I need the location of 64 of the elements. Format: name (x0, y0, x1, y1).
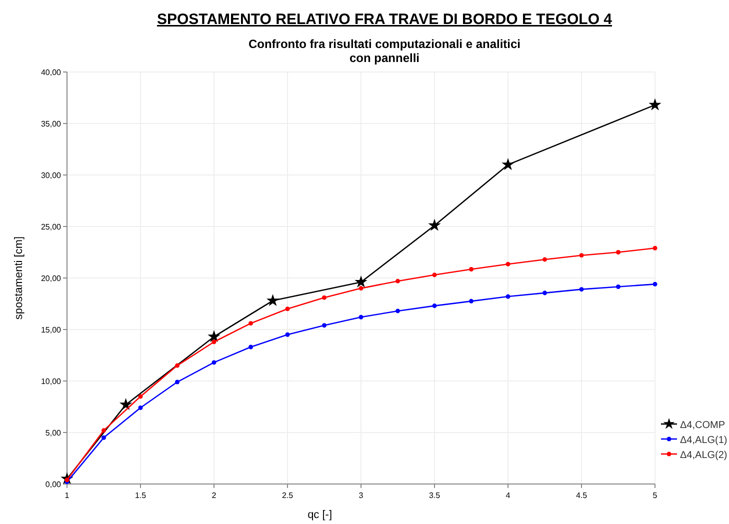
point (542, 257, 548, 262)
point (266, 294, 280, 306)
x-tick-label: 4.5 (576, 491, 588, 500)
y-tick-label: 5,00 (45, 428, 62, 438)
y-axis-title: spostamenti [cm] (13, 236, 25, 320)
y-tick-label: 35,00 (40, 120, 62, 128)
x-tick-label: 1.5 (134, 491, 147, 500)
x-tick-label: 3.5 (428, 491, 441, 500)
point (119, 398, 132, 410)
point (395, 308, 400, 314)
point (502, 158, 514, 170)
y-tick-label: 30,00 (40, 171, 62, 180)
legend-label: Δ4,ALG(1) (680, 435, 728, 446)
legend-label: Δ4,ALG(2) (680, 450, 728, 461)
point (174, 380, 180, 384)
point (208, 330, 220, 342)
x-tick-label: 5 (652, 491, 658, 500)
chart-subtitle: Confronto fra risultati computazionali e analitici con pannelli (248, 37, 521, 65)
point (358, 286, 364, 291)
y-tick-label: 15,00 (40, 326, 62, 334)
x-tick-label: 2.5 (282, 491, 294, 500)
point (285, 332, 290, 337)
point (506, 262, 510, 266)
y-tick-label: 10,00 (40, 377, 62, 386)
x-tick-label: 2 (212, 491, 217, 500)
point (432, 304, 437, 308)
y-tick-label: 0,00 (45, 480, 62, 489)
point (248, 321, 254, 326)
point (354, 275, 368, 288)
legend-label: Δ4,COMP (680, 420, 726, 431)
point (358, 314, 364, 320)
point (468, 266, 474, 272)
point (101, 428, 106, 433)
point (174, 363, 180, 368)
point (322, 323, 327, 328)
x-axis-title: qc [-] (308, 509, 332, 521)
point (432, 272, 437, 278)
point (138, 394, 143, 399)
point (579, 287, 584, 292)
point (212, 340, 216, 344)
point (248, 344, 254, 350)
x-tick-label: 3 (358, 491, 364, 500)
y-tick-label: 40,00 (40, 68, 62, 77)
point (542, 290, 548, 296)
chart-title: SPOSTAMENTO RELATIVO FRA TRAVE DI BORDO E TEGOLO 4 (156, 11, 613, 28)
point (616, 284, 621, 290)
point (101, 435, 106, 440)
point (616, 250, 621, 255)
point (428, 218, 441, 231)
point (395, 278, 400, 284)
x-tick-label: 4 (506, 491, 511, 500)
y-tick-label: 25,00 (40, 222, 62, 232)
point (138, 406, 143, 410)
x-tick-label: 1 (64, 491, 70, 500)
point (652, 246, 658, 250)
point (322, 295, 327, 300)
point (506, 294, 510, 299)
point (579, 253, 584, 258)
point (285, 306, 290, 312)
y-tick-label: 20,00 (40, 274, 62, 283)
point (652, 282, 658, 286)
point (648, 98, 662, 110)
point (212, 360, 216, 365)
point (468, 298, 474, 304)
